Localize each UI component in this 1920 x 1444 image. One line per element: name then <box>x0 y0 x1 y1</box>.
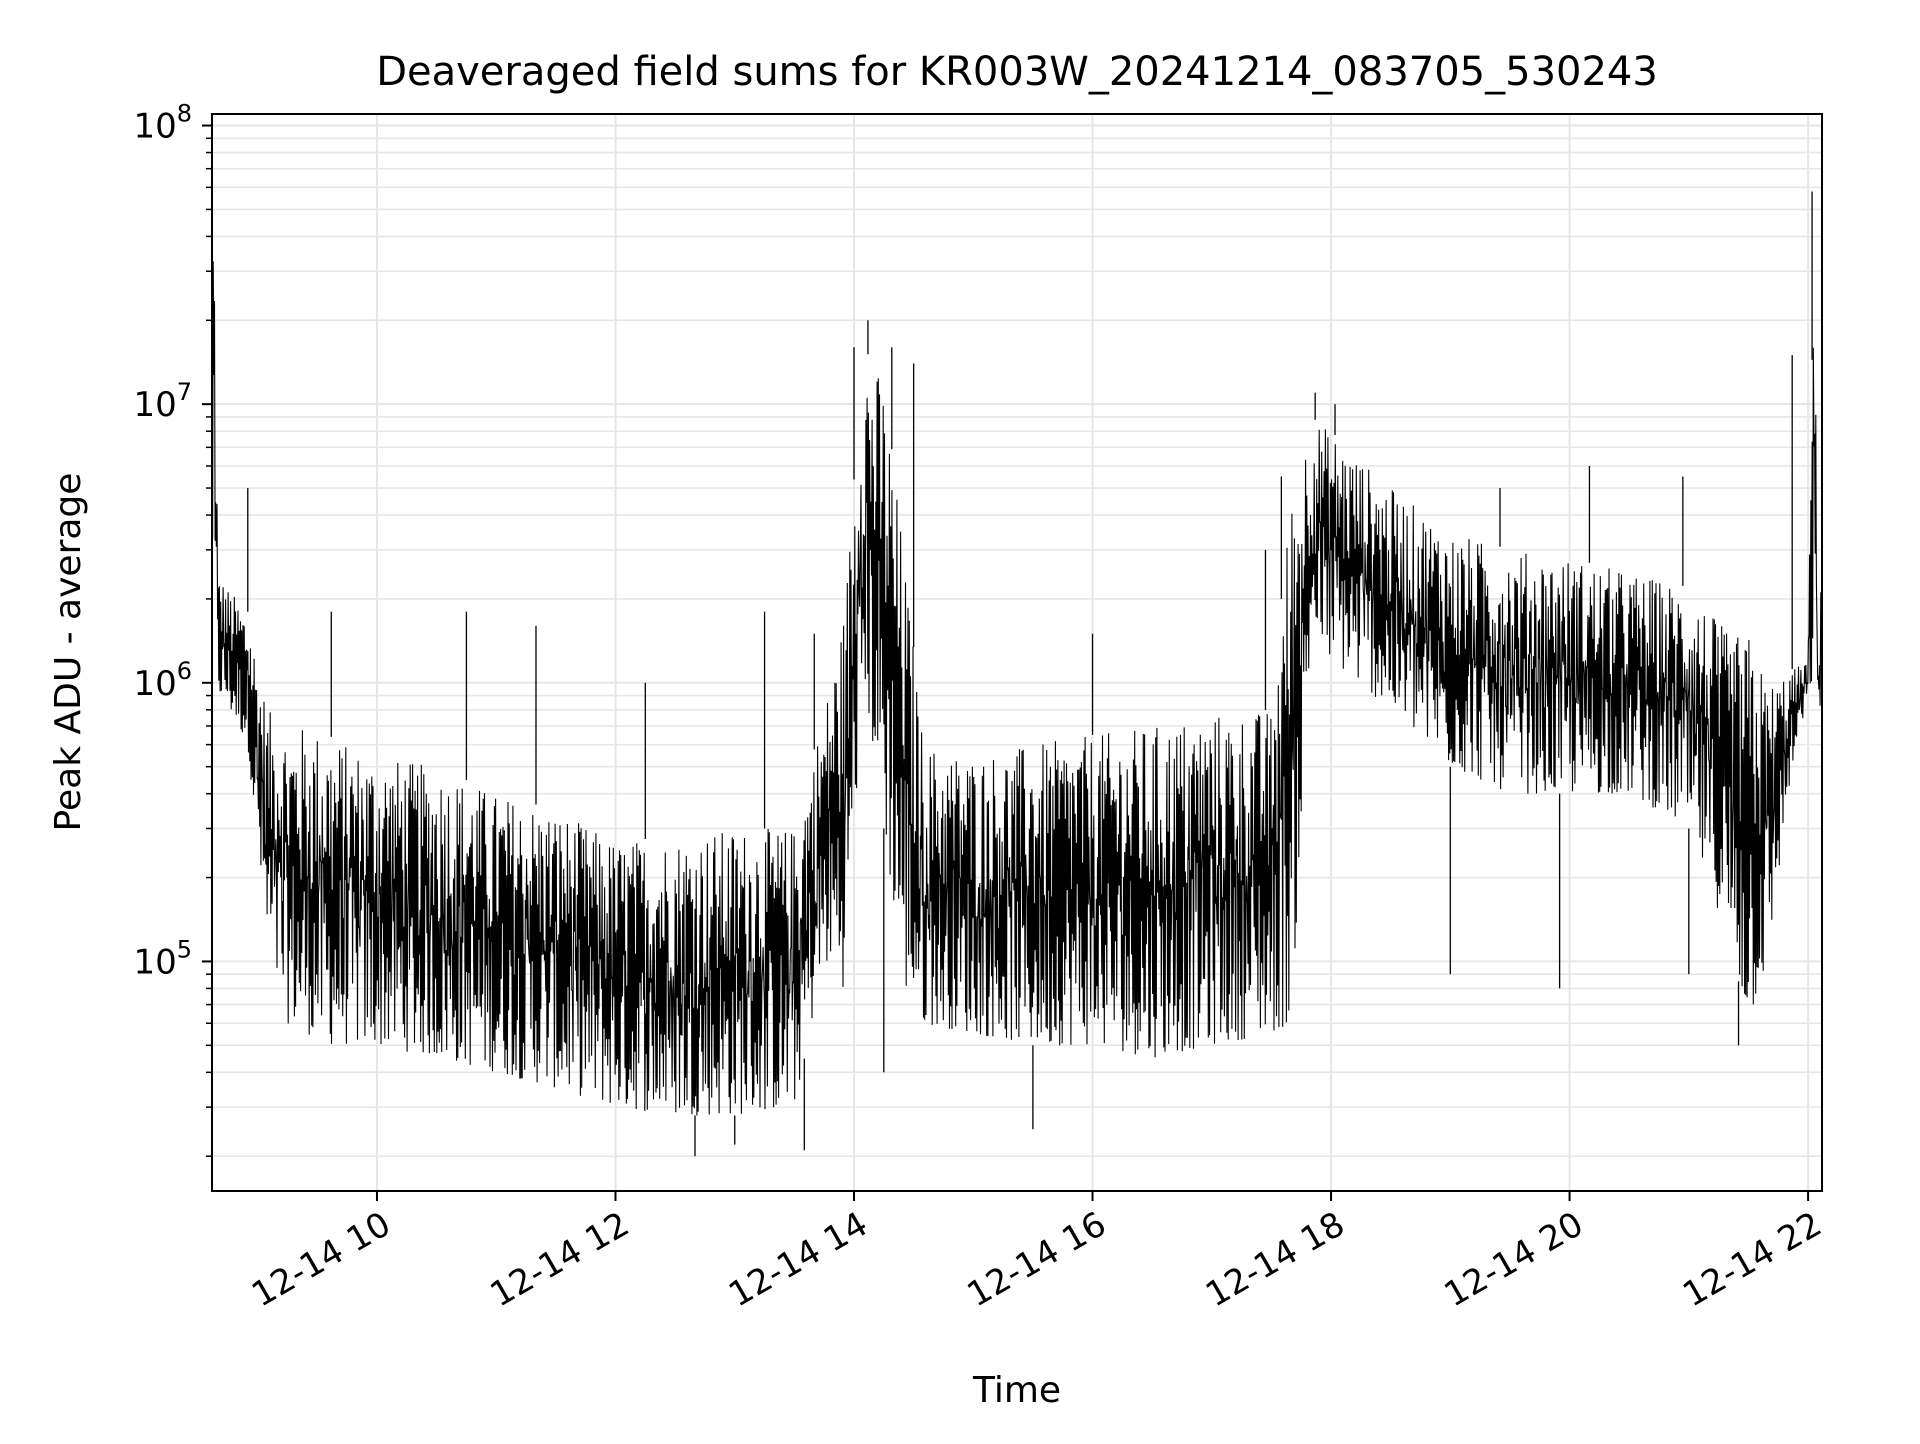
y-axis-label: Peak ADU - average <box>48 473 89 832</box>
y-tick-label: 108 <box>133 100 192 147</box>
y-tick-label: 107 <box>133 378 192 425</box>
x-axis-label: Time <box>972 1370 1061 1411</box>
series-layer <box>211 191 1823 1157</box>
chart-title: Deaveraged field sums for KR003W_2024121… <box>376 49 1658 95</box>
y-tick-label: 105 <box>133 935 192 982</box>
y-tick-label: 106 <box>133 657 192 704</box>
plot-frame <box>211 113 1823 1192</box>
series-line <box>211 239 1823 1116</box>
